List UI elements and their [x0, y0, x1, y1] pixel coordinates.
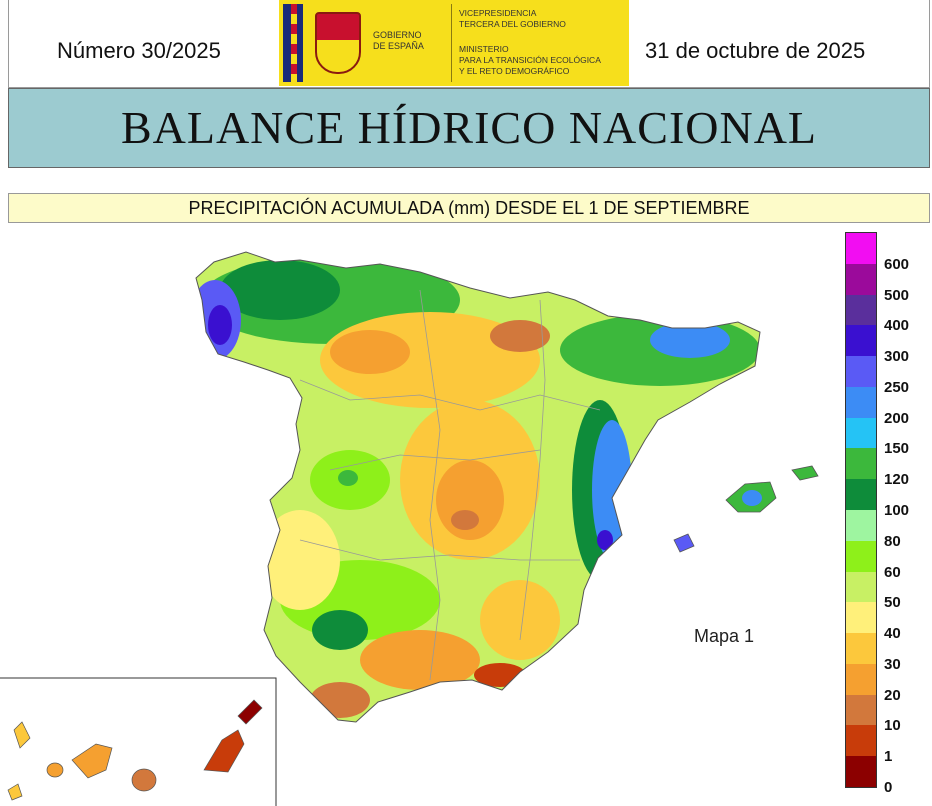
legend-swatch	[846, 756, 876, 788]
legend-label: 50	[884, 594, 901, 612]
legend-swatch	[846, 602, 876, 634]
legend-label: 120	[884, 471, 910, 489]
legend-swatch	[846, 263, 876, 296]
legend-label: 10	[884, 717, 901, 735]
legend-swatch	[846, 510, 876, 542]
legend-label: 300	[884, 348, 910, 366]
canary-islands-inset	[0, 677, 277, 806]
header-bar: Número 30/2025 GOBIERNO DE ESPAÑA VICEPR…	[8, 0, 930, 88]
legend-label: 1	[884, 748, 893, 766]
legend-label: 150	[884, 440, 910, 458]
precipitation-legend	[845, 232, 877, 788]
legend-label: 60	[884, 563, 901, 581]
legend-label: 400	[884, 317, 910, 335]
legend-swatch	[846, 448, 876, 480]
legend-swatch	[846, 417, 876, 449]
legend-swatch	[846, 294, 876, 326]
legend-label: 600	[884, 255, 910, 273]
legend-swatch	[846, 325, 876, 357]
legend-swatch	[846, 233, 876, 265]
logo-ministerio-text: MINISTERIO PARA LA TRANSICIÓN ECOLÓGICA …	[459, 44, 601, 76]
legend-label: 200	[884, 409, 910, 427]
legend-swatch	[846, 571, 876, 603]
legend-label: 40	[884, 625, 901, 643]
coat-of-arms-icon	[315, 12, 361, 74]
legend-label: 30	[884, 655, 901, 673]
legend-label: 0	[884, 779, 893, 796]
logo-divider	[451, 4, 452, 82]
balearic-islands	[673, 465, 819, 553]
flag-icon	[283, 4, 303, 82]
report-date: 31 de octubre de 2025	[645, 38, 866, 63]
legend-label: 20	[884, 686, 901, 704]
legend-label: 500	[884, 286, 910, 304]
legend-swatch	[846, 633, 876, 665]
map-subtitle: PRECIPITACIÓN ACUMULADA (mm) DESDE EL 1 …	[8, 193, 930, 223]
government-logo: GOBIERNO DE ESPAÑA VICEPRESIDENCIA TERCE…	[279, 0, 629, 86]
legend-label: 100	[884, 502, 910, 519]
legend-swatch	[846, 479, 876, 511]
legend-swatch	[846, 694, 876, 726]
legend-swatch	[846, 725, 876, 757]
logo-gobierno-text: GOBIERNO DE ESPAÑA	[373, 30, 424, 51]
legend-label: 250	[884, 378, 910, 396]
logo-vicepresidencia-text: VICEPRESIDENCIA TERCERA DEL GOBIERNO	[459, 8, 566, 29]
issue-number: Número 30/2025	[57, 38, 221, 63]
legend-swatch	[846, 540, 876, 573]
legend-label: 80	[884, 532, 901, 550]
legend-swatch	[846, 663, 876, 696]
legend-swatch	[846, 386, 876, 419]
legend-swatch	[846, 356, 876, 388]
iberia-peninsula	[195, 251, 761, 723]
map-label: Mapa 1	[694, 626, 755, 646]
page-title: BALANCE HÍDRICO NACIONAL	[8, 88, 930, 168]
